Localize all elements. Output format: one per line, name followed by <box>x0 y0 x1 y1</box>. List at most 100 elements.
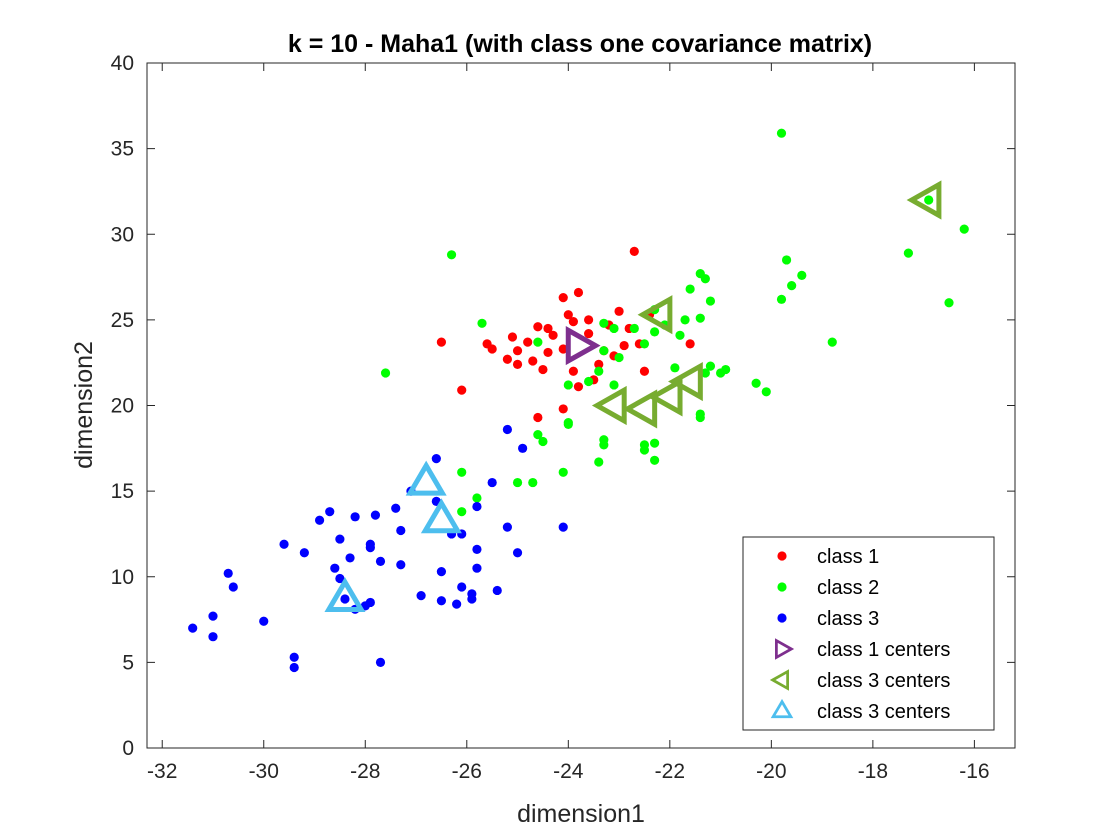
data-point <box>584 376 594 387</box>
data-point <box>350 512 360 522</box>
data-point <box>573 382 584 392</box>
legend-marker <box>769 669 789 691</box>
center-marker <box>906 180 942 220</box>
data-point <box>228 582 238 592</box>
data-point <box>584 315 594 325</box>
data-point <box>512 548 523 558</box>
data-point <box>452 599 462 609</box>
y-tick-label: 10 <box>111 566 134 589</box>
data-point <box>314 515 325 525</box>
data-point <box>558 522 568 532</box>
data-point <box>568 366 578 376</box>
legend-marker <box>775 638 795 660</box>
legend-marker <box>770 698 794 719</box>
y-tick-label: 5 <box>122 651 134 674</box>
legend-marker <box>777 551 787 561</box>
data-point <box>208 632 218 642</box>
data-point <box>472 563 482 573</box>
data-point <box>573 287 584 298</box>
y-tick-label: 20 <box>111 395 134 418</box>
data-point <box>639 366 650 376</box>
data-point <box>330 563 340 573</box>
data-point <box>639 339 650 349</box>
data-point <box>289 662 299 673</box>
data-point <box>457 385 467 395</box>
center-marker <box>420 498 462 534</box>
center-marker <box>647 377 683 417</box>
data-point <box>543 323 553 334</box>
data-point <box>700 274 710 284</box>
data-point <box>477 318 487 328</box>
data-point <box>685 284 695 294</box>
data-point <box>787 281 797 291</box>
data-point <box>223 568 233 578</box>
data-point <box>609 323 619 334</box>
data-point <box>380 368 391 378</box>
data-point <box>340 594 350 604</box>
data-point <box>695 412 705 423</box>
data-point <box>619 340 629 351</box>
series-1 <box>436 246 695 423</box>
data-point <box>599 346 609 356</box>
y-tick-label: 25 <box>111 309 134 332</box>
data-point <box>533 337 543 347</box>
data-point <box>396 525 406 536</box>
legend-label: class 2 <box>817 577 879 599</box>
y-tick-label: 40 <box>111 52 134 75</box>
data-point <box>528 477 538 488</box>
data-point <box>446 250 457 260</box>
data-point <box>650 438 660 448</box>
x-tick-label: -28 <box>350 760 380 783</box>
data-point <box>563 380 573 390</box>
tick-labels: -32 -30 -28 -26 -24 -22 -20 -18 -16 0 5 10 15 20 25 30 3… <box>111 52 990 783</box>
data-point <box>325 507 335 517</box>
data-point <box>558 293 568 303</box>
data-point <box>279 539 289 549</box>
chart-title: k = 10 - Maha1 (with class one covarianc… <box>288 30 872 58</box>
data-point <box>528 356 538 366</box>
data-point <box>650 327 660 337</box>
x-tick-label: -24 <box>553 760 584 783</box>
legend-label: class 3 centers <box>817 701 950 723</box>
data-point <box>924 195 934 205</box>
data-point <box>365 597 375 608</box>
data-point <box>502 522 512 532</box>
data-point <box>538 436 548 447</box>
data-point <box>482 339 492 349</box>
data-points <box>188 128 969 673</box>
data-point <box>436 596 447 606</box>
data-point <box>797 270 807 280</box>
data-point <box>335 573 345 584</box>
data-point <box>416 590 426 601</box>
data-point <box>680 315 690 325</box>
x-tick-label: -30 <box>249 760 279 783</box>
data-point <box>431 453 441 464</box>
data-point <box>391 503 401 513</box>
data-point <box>594 359 604 369</box>
data-point <box>903 248 914 258</box>
data-point <box>370 510 381 520</box>
data-point <box>259 616 269 626</box>
data-point <box>502 354 512 364</box>
data-point <box>467 594 477 604</box>
data-point <box>518 443 528 453</box>
data-point <box>563 310 573 320</box>
center-marker <box>324 577 366 613</box>
center-marker <box>591 385 627 426</box>
data-point <box>375 556 386 566</box>
series-4 <box>565 325 601 366</box>
x-tick-label: -32 <box>147 760 177 783</box>
data-point <box>705 296 716 306</box>
data-point <box>614 306 624 316</box>
data-point <box>776 294 787 304</box>
data-point <box>533 412 543 423</box>
data-point <box>563 419 573 429</box>
center-marker <box>637 295 673 335</box>
data-point <box>751 378 761 388</box>
data-point <box>675 330 685 340</box>
data-point <box>396 560 406 570</box>
data-point <box>533 430 543 440</box>
data-point <box>827 337 837 347</box>
data-point <box>457 507 467 517</box>
